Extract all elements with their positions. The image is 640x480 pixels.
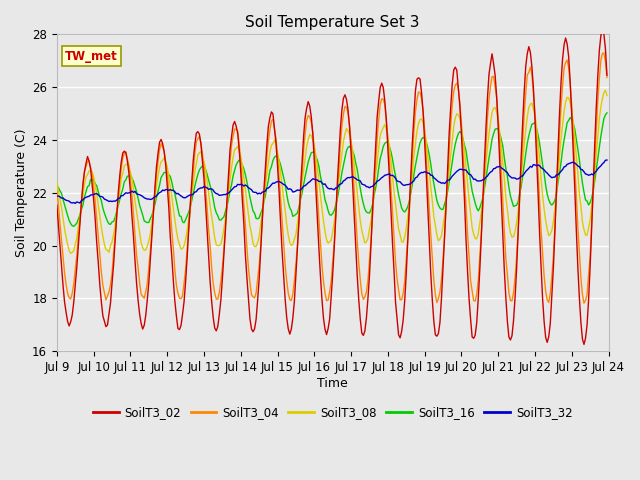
SoilT3_16 xyxy=(122,177,130,183)
Line: SoilT3_02: SoilT3_02 xyxy=(57,29,607,345)
SoilT3_16 xyxy=(295,204,303,210)
SoilT3_32 xyxy=(237,181,244,187)
Y-axis label: Soil Temperature (C): Soil Temperature (C) xyxy=(15,128,28,257)
SoilT3_16 xyxy=(237,159,244,165)
SoilT3_16 xyxy=(218,216,226,221)
SoilT3_32 xyxy=(122,190,130,196)
Line: SoilT3_16: SoilT3_16 xyxy=(57,113,607,226)
SoilT3_08 xyxy=(218,235,226,240)
SoilT3_02 xyxy=(120,148,128,154)
SoilT3_16 xyxy=(574,146,582,152)
SoilT3_32 xyxy=(246,186,254,192)
SoilT3_32 xyxy=(72,201,79,206)
Text: TW_met: TW_met xyxy=(65,50,118,63)
SoilT3_32 xyxy=(603,157,611,163)
SoilT3_32 xyxy=(574,163,582,169)
Legend: SoilT3_02, SoilT3_04, SoilT3_08, SoilT3_16, SoilT3_32: SoilT3_02, SoilT3_04, SoilT3_08, SoilT3_… xyxy=(88,402,577,424)
SoilT3_02 xyxy=(603,72,611,78)
SoilT3_04 xyxy=(217,278,225,284)
Line: SoilT3_08: SoilT3_08 xyxy=(57,90,607,253)
SoilT3_02 xyxy=(244,295,252,300)
SoilT3_02 xyxy=(217,298,225,303)
SoilT3_08 xyxy=(67,251,74,256)
SoilT3_02 xyxy=(580,342,588,348)
SoilT3_16 xyxy=(603,110,611,116)
SoilT3_08 xyxy=(237,154,244,160)
SoilT3_16 xyxy=(246,194,254,200)
SoilT3_08 xyxy=(53,179,61,185)
SoilT3_08 xyxy=(122,162,130,168)
Title: Soil Temperature Set 3: Soil Temperature Set 3 xyxy=(246,15,420,30)
SoilT3_04 xyxy=(236,142,243,147)
SoilT3_04 xyxy=(603,74,611,80)
SoilT3_04 xyxy=(120,150,128,156)
SoilT3_02 xyxy=(53,202,61,208)
SoilT3_08 xyxy=(295,209,303,215)
SoilT3_04 xyxy=(580,300,588,306)
SoilT3_04 xyxy=(53,189,61,194)
SoilT3_08 xyxy=(246,224,254,229)
Line: SoilT3_04: SoilT3_04 xyxy=(57,53,607,303)
SoilT3_02 xyxy=(598,26,606,32)
SoilT3_04 xyxy=(244,265,252,271)
SoilT3_32 xyxy=(218,192,226,198)
SoilT3_08 xyxy=(603,93,611,98)
X-axis label: Time: Time xyxy=(317,377,348,390)
SoilT3_08 xyxy=(602,87,609,93)
SoilT3_16 xyxy=(70,223,77,229)
SoilT3_08 xyxy=(574,170,582,176)
SoilT3_04 xyxy=(573,193,580,199)
SoilT3_02 xyxy=(573,227,580,233)
SoilT3_16 xyxy=(53,183,61,189)
SoilT3_02 xyxy=(294,246,301,252)
SoilT3_04 xyxy=(294,242,301,248)
SoilT3_02 xyxy=(236,147,243,153)
SoilT3_32 xyxy=(53,193,61,199)
SoilT3_32 xyxy=(295,188,303,193)
Line: SoilT3_32: SoilT3_32 xyxy=(57,160,607,204)
SoilT3_04 xyxy=(600,50,608,56)
